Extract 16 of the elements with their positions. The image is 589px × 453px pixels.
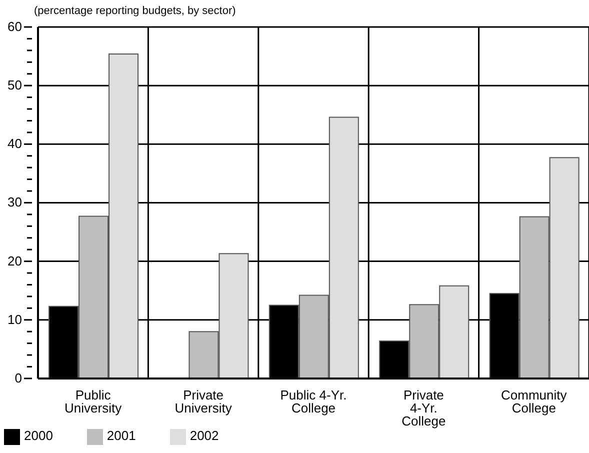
x-tick-label: Private 4-Yr. College: [402, 388, 446, 429]
y-tick-label: 0: [14, 370, 22, 386]
legend-label: 2000: [24, 428, 53, 444]
y-tick-label: 30: [8, 194, 22, 210]
legend-label: 2002: [190, 428, 219, 444]
x-tick-label: Public 4-Yr. College: [280, 388, 347, 416]
y-tick-label: 50: [8, 78, 22, 93]
y-tick-label: 40: [8, 136, 22, 152]
x-tick-label: Private University: [174, 388, 232, 416]
y-tick-label: 10: [8, 312, 22, 327]
y-axis-title: (percentage reporting budgets, by sector): [34, 5, 236, 17]
legend-label: 2001: [106, 428, 136, 444]
x-tick-label: Public University: [64, 388, 122, 416]
y-tick-label: 20: [8, 253, 22, 268]
x-tick-label: Community College: [501, 388, 568, 416]
y-tick-label: 60: [8, 19, 22, 34]
